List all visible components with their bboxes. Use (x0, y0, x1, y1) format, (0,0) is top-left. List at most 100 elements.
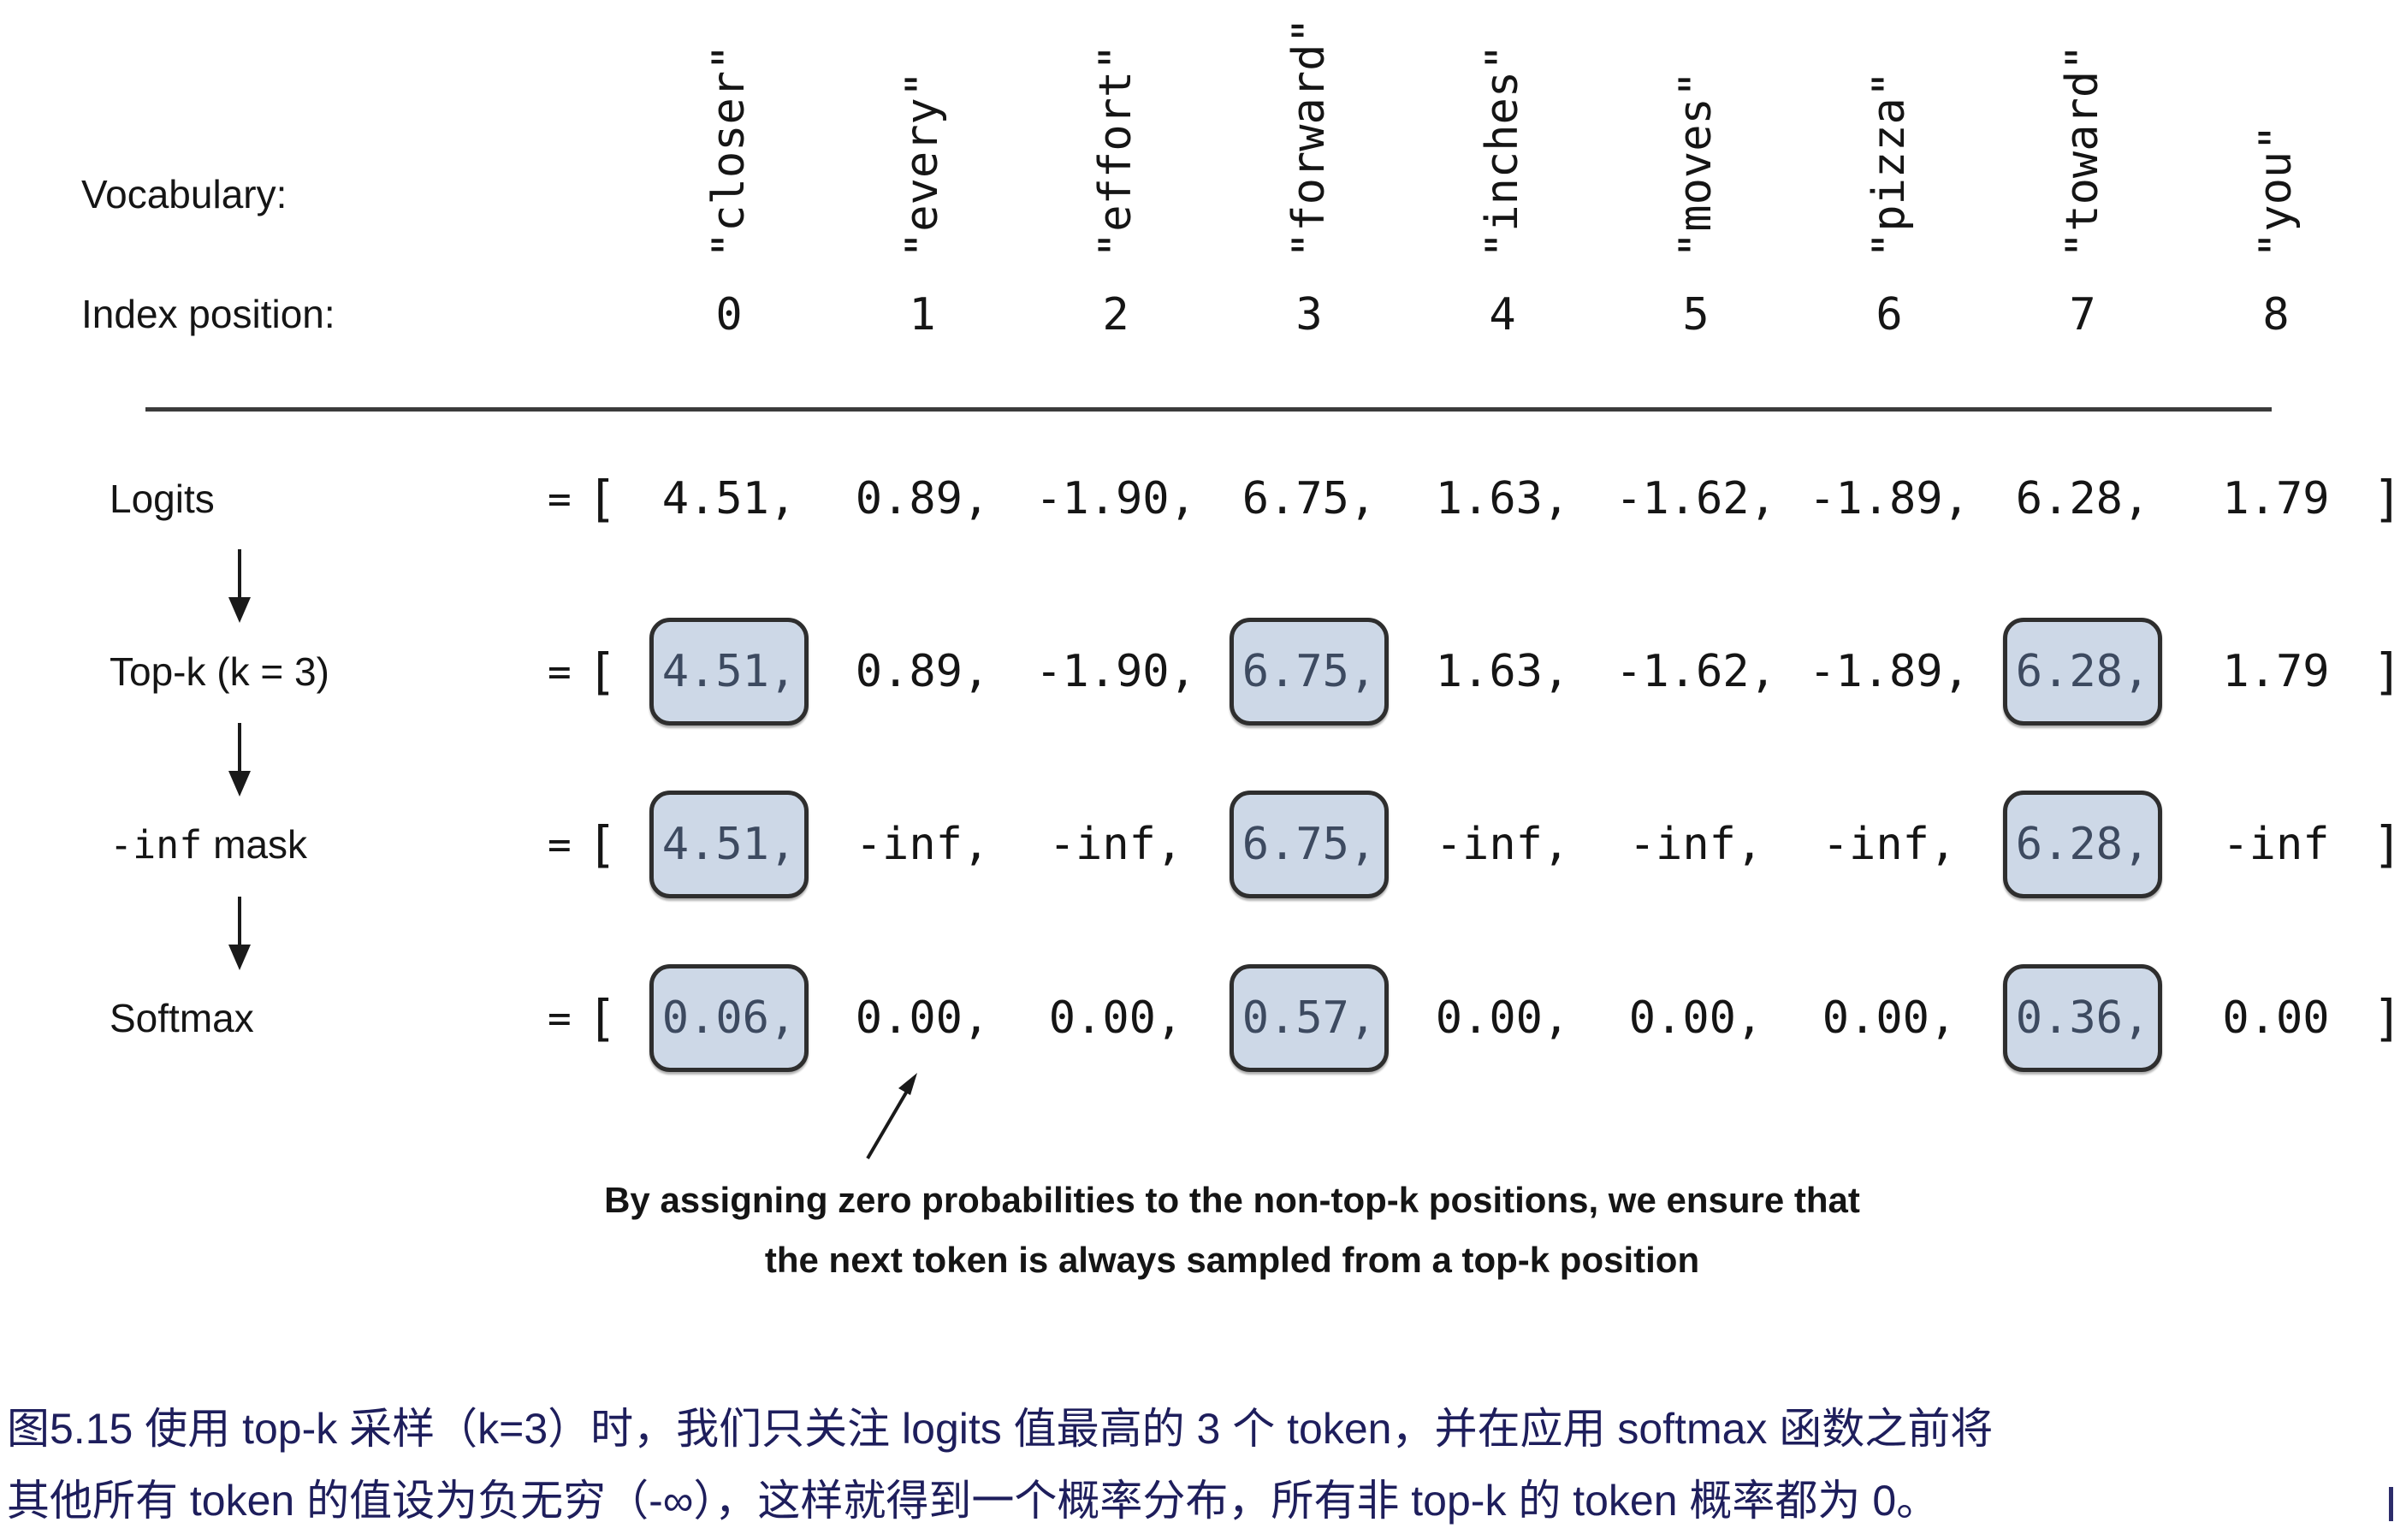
value-cell: 1.63, (1406, 649, 1599, 694)
vocab-cell: "every" (826, 0, 1019, 258)
highlight-box: 0.06, (649, 964, 809, 1072)
down-arrow-icon (228, 723, 251, 797)
index-value: 2 (1102, 289, 1129, 341)
highlight-box: 6.75, (1229, 618, 1390, 726)
value-cell: 6.75, (1212, 791, 1406, 898)
equals-sign: = (548, 821, 572, 868)
value-cell: 0.57, (1212, 964, 1406, 1072)
row-label: Top-k (k = 3) (110, 616, 554, 727)
value-text: 0.89, (855, 646, 990, 697)
value-cell: 0.00, (1019, 996, 1212, 1040)
value-text: -1.90, (1035, 473, 1196, 524)
value-text: 1.79 (2222, 646, 2330, 697)
value-text: 0.00, (1435, 992, 1570, 1044)
highlight-box: 6.28, (2002, 791, 2163, 898)
row-label: -inf mask (110, 789, 554, 900)
highlight-box: 0.36, (2002, 964, 2163, 1072)
value-text: 0.00, (1822, 992, 1957, 1044)
vocab-word: "effort" (1090, 44, 1141, 258)
value-cell: 0.00, (1599, 996, 1793, 1040)
value-cell: -inf, (1406, 822, 1599, 867)
value-cell: 0.00, (1793, 996, 1986, 1040)
close-bracket: ] (2373, 643, 2403, 701)
vocab-word: "closer" (703, 44, 755, 258)
vocab-word: "every" (897, 70, 948, 258)
caption-line-1: 图5.15 使用 top-k 采样（k=3）时，我们只关注 logits 值最高… (7, 1405, 1994, 1453)
vocab-word: "toward" (2057, 44, 2108, 258)
equals-sign: = (548, 476, 572, 522)
value-text: -1.89, (1809, 646, 1970, 697)
value-cell: -1.89, (1793, 477, 1986, 521)
value-text: 0.00, (1048, 992, 1183, 1044)
text-cursor (2389, 1487, 2393, 1521)
vocab-word: "moves" (1670, 70, 1722, 258)
index-value: 1 (909, 289, 936, 341)
caption-line-2: 其他所有 token 的值设为负无穷（-∞），这样就得到一个概率分布，所有非 t… (7, 1477, 1940, 1525)
value-text: 0.00, (855, 992, 990, 1044)
row-label-text: Logits (110, 477, 215, 521)
annotation-arrow-icon (866, 1073, 917, 1160)
vocab-word: "forward" (1283, 17, 1335, 258)
value-cell: 0.00, (826, 996, 1019, 1040)
vocab-cell: "pizza" (1793, 0, 1986, 258)
close-bracket: ] (2373, 989, 2403, 1047)
vocab-cell: "toward" (1986, 0, 2179, 258)
value-text: 1.63, (1435, 646, 1570, 697)
open-bracket: [ (587, 470, 617, 528)
row-label-text: Softmax (110, 996, 254, 1040)
value-cell: -inf, (1599, 822, 1793, 867)
value-cell: 6.75, (1212, 477, 1406, 521)
value-cell: 4.51, (632, 618, 826, 726)
row-label-text: mask (202, 822, 308, 867)
value-text: -inf, (855, 819, 990, 870)
annotation-text: the next token is always sampled from a … (764, 1240, 1700, 1280)
value-cell: -inf (2179, 822, 2373, 867)
value-text: -inf (2222, 819, 2330, 870)
vocab-cell: "inches" (1406, 0, 1599, 258)
value-text: 4.51, (661, 473, 797, 524)
value-text: -1.90, (1035, 646, 1196, 697)
value-cell: -inf, (826, 822, 1019, 867)
value-text: -1.62, (1615, 473, 1776, 524)
value-text: 6.28, (2015, 473, 2150, 524)
separator-line (145, 407, 2272, 412)
value-text: -1.89, (1809, 473, 1970, 524)
open-bracket: [ (587, 815, 617, 874)
close-bracket: ] (2373, 470, 2403, 528)
index-position-label: Index position: (81, 292, 335, 336)
vocab-word: "inches" (1477, 44, 1528, 258)
value-text: 0.00, (1628, 992, 1763, 1044)
index-value: 7 (2069, 289, 2096, 341)
value-cell: -1.89, (1793, 649, 1986, 694)
value-cell: 0.89, (826, 477, 1019, 521)
figure-caption: 图5.15 使用 top-k 采样（k=3）时，我们只关注 logits 值最高… (7, 1393, 2403, 1537)
equals-sign: = (548, 995, 572, 1041)
value-text: 1.63, (1435, 473, 1570, 524)
index-value: 4 (1489, 289, 1516, 341)
value-cell: 1.79 (2179, 649, 2373, 694)
vocab-cell: "effort" (1019, 0, 1212, 258)
vocab-word: "pizza" (1864, 70, 1915, 258)
vocab-cell: "you" (2179, 0, 2373, 258)
vocab-cell: "forward" (1212, 0, 1406, 258)
value-cell: 1.63, (1406, 477, 1599, 521)
value-text: -inf, (1628, 819, 1763, 870)
row-label-text: Top-k (k = 3) (110, 649, 329, 694)
value-text: 6.75, (1242, 473, 1377, 524)
highlight-box: 6.28, (2002, 618, 2163, 726)
down-arrow-icon (228, 549, 251, 623)
row-label-mono-part: -inf (110, 821, 203, 868)
value-text: 1.79 (2222, 473, 2330, 524)
index-value: 0 (715, 289, 743, 341)
highlight-box: 4.51, (649, 618, 809, 726)
value-cell: 6.28, (1986, 618, 2179, 726)
highlight-box: 6.75, (1229, 791, 1390, 898)
value-text: -1.62, (1615, 646, 1776, 697)
vocabulary-label: Vocabulary: (81, 172, 287, 216)
value-cell: -1.90, (1019, 477, 1212, 521)
value-cell: 6.75, (1212, 618, 1406, 726)
value-cell: 0.00 (2179, 996, 2373, 1040)
vocab-cell: "closer" (632, 0, 826, 258)
open-bracket: [ (587, 643, 617, 701)
vocab-cell: "moves" (1599, 0, 1793, 258)
